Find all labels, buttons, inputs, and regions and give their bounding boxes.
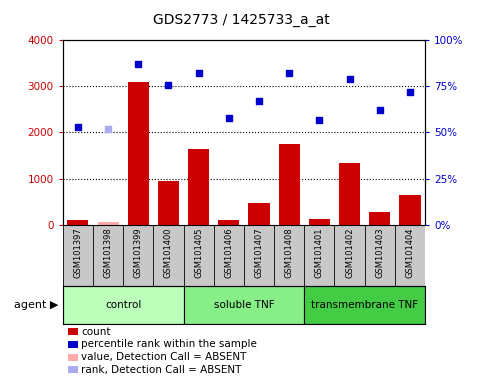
Bar [128, 82, 149, 225]
Text: percentile rank within the sample: percentile rank within the sample [81, 339, 257, 349]
Text: GSM101408: GSM101408 [284, 228, 294, 278]
Bar [67, 220, 88, 225]
Text: count: count [81, 327, 111, 337]
Point [406, 89, 414, 95]
Text: agent ▶: agent ▶ [14, 300, 58, 310]
Text: GSM101407: GSM101407 [255, 228, 264, 278]
Bar [279, 144, 300, 225]
Point [134, 61, 142, 67]
Point [255, 98, 263, 104]
Bar [158, 181, 179, 225]
Text: GSM101399: GSM101399 [134, 228, 143, 278]
Point [376, 107, 384, 113]
Point [225, 115, 233, 121]
Text: GSM101402: GSM101402 [345, 228, 354, 278]
Bar [399, 195, 421, 225]
Text: GSM101406: GSM101406 [224, 228, 233, 278]
Bar [304, 286, 425, 324]
Point [346, 76, 354, 82]
Bar [98, 222, 119, 225]
Bar [218, 220, 240, 225]
Text: GSM101405: GSM101405 [194, 228, 203, 278]
Point [195, 70, 202, 76]
Text: value, Detection Call = ABSENT: value, Detection Call = ABSENT [81, 352, 246, 362]
Point [285, 70, 293, 76]
Bar [309, 218, 330, 225]
Text: rank, Detection Call = ABSENT: rank, Detection Call = ABSENT [81, 365, 242, 375]
Point [74, 124, 82, 130]
Bar [184, 286, 304, 324]
Bar [369, 212, 390, 225]
Text: soluble TNF: soluble TNF [213, 300, 274, 310]
Text: control: control [105, 300, 142, 310]
Text: GSM101398: GSM101398 [103, 228, 113, 278]
Text: GSM101401: GSM101401 [315, 228, 324, 278]
Text: GSM101404: GSM101404 [405, 228, 414, 278]
Bar [188, 149, 209, 225]
Point [104, 126, 112, 132]
Text: GSM101400: GSM101400 [164, 228, 173, 278]
Text: GSM101397: GSM101397 [73, 228, 83, 278]
Text: transmembrane TNF: transmembrane TNF [311, 300, 418, 310]
Point [165, 81, 172, 88]
Bar [339, 163, 360, 225]
Text: GSM101403: GSM101403 [375, 228, 384, 278]
Point [315, 116, 323, 122]
Bar [63, 286, 184, 324]
Text: GDS2773 / 1425733_a_at: GDS2773 / 1425733_a_at [153, 13, 330, 27]
Bar [248, 203, 270, 225]
